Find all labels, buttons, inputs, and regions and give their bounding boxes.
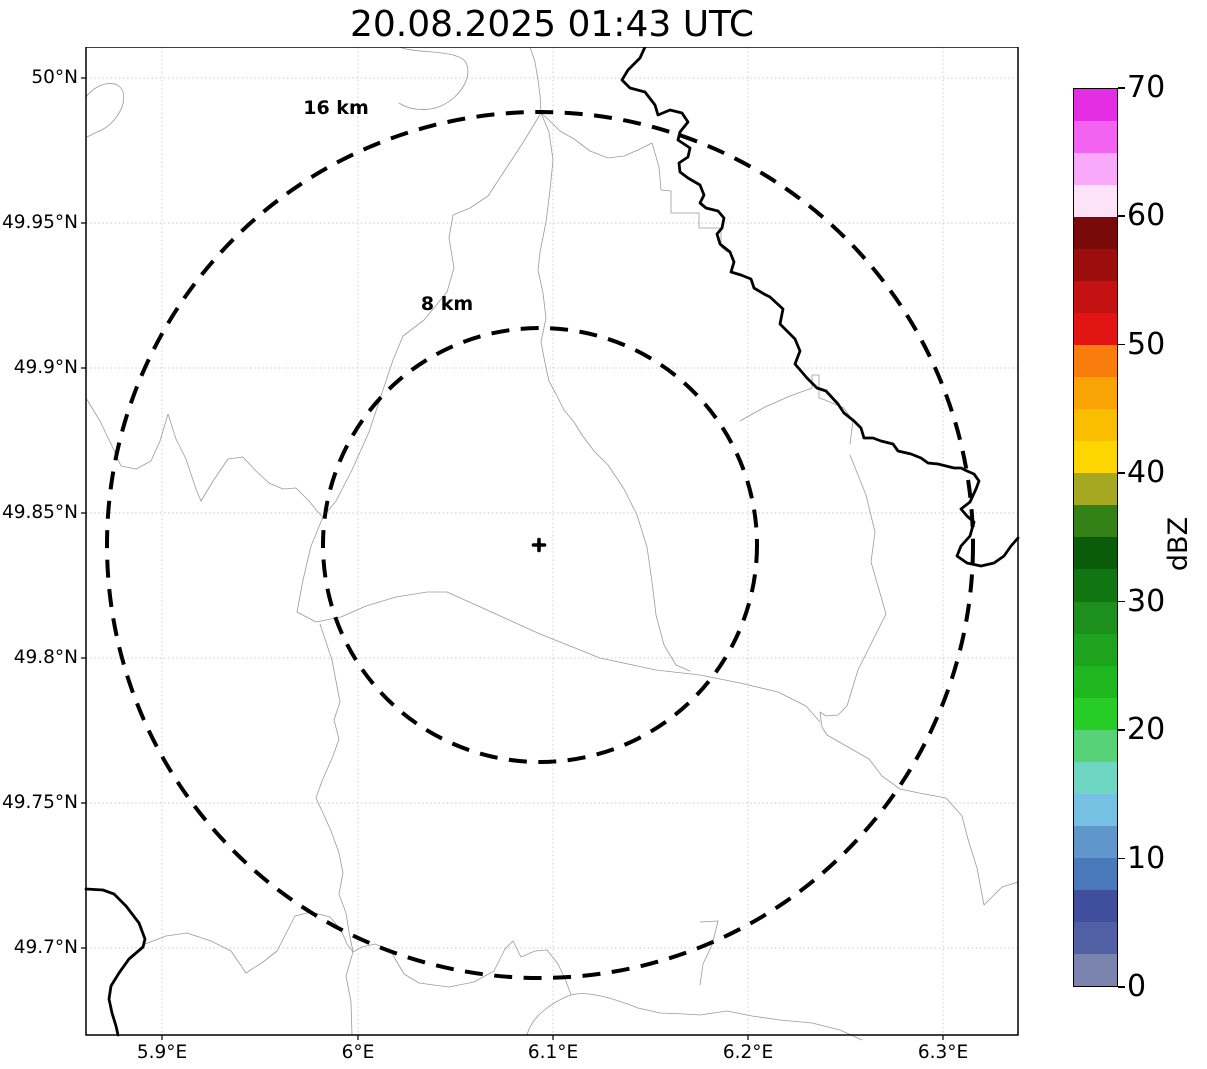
colorbar-tick: [1118, 472, 1125, 474]
ytick-label: 49.75°N: [1, 792, 78, 813]
colorbar-segment: [1074, 121, 1117, 154]
xtick-label: 5.9°E: [136, 1042, 188, 1063]
colorbar-segment: [1074, 953, 1117, 986]
colorbar-gradient: [1073, 88, 1118, 987]
ytick-label: 49.7°N: [13, 937, 78, 958]
colorbar-segment: [1074, 345, 1117, 378]
colorbar-tick-label: 10: [1127, 841, 1166, 876]
colorbar-segment: [1074, 281, 1117, 314]
colorbar-tick-label: 70: [1127, 70, 1166, 105]
map-plot: [81, 47, 1020, 1041]
colorbar-segment: [1074, 889, 1117, 922]
admin-boundary-lines: [85, 47, 1019, 1041]
colorbar-tick: [1118, 729, 1125, 731]
colorbar-segment: [1074, 697, 1117, 730]
colorbar-segment: [1074, 185, 1117, 218]
colorbar-segment: [1074, 249, 1117, 282]
axis-tick-marks: [81, 77, 944, 1040]
plot-frame: [85, 47, 1019, 1036]
colorbar-segment: [1074, 409, 1117, 442]
colorbar-segment: [1074, 569, 1117, 602]
ytick-label: 49.9°N: [13, 357, 78, 378]
colorbar-segment: [1074, 505, 1117, 538]
colorbar-tick-label: 20: [1127, 712, 1166, 747]
colorbar-segment: [1074, 153, 1117, 186]
range-ring-label-16km: 16 km: [303, 97, 369, 119]
colorbar-segment: [1074, 313, 1117, 346]
colorbar-segment: [1074, 729, 1117, 762]
colorbar-segment: [1074, 921, 1117, 954]
ytick-label: 49.85°N: [1, 502, 78, 523]
ytick-label: 50°N: [31, 67, 78, 88]
range-ring-label-8km: 8 km: [420, 293, 474, 315]
xtick-label: 6°E: [341, 1042, 375, 1063]
colorbar-segment: [1074, 825, 1117, 858]
range-rings: [105, 110, 975, 980]
range-ring-16km: [105, 110, 975, 980]
colorbar-tick-label: 40: [1127, 455, 1166, 490]
plot-background: [86, 47, 1018, 1035]
colorbar-segment: [1074, 537, 1117, 570]
colorbar-segment: [1074, 217, 1117, 250]
colorbar-segment: [1074, 857, 1117, 890]
colorbar-tick-label: 30: [1127, 584, 1166, 619]
colorbar-tick-label: 0: [1127, 969, 1147, 1004]
ytick-label: 49.95°N: [1, 212, 78, 233]
ytick-label: 49.8°N: [13, 647, 78, 668]
colorbar-segment: [1074, 761, 1117, 794]
colorbar-tick: [1118, 600, 1125, 603]
colorbar-segment: [1074, 665, 1117, 698]
colorbar-tick-label: 60: [1127, 198, 1166, 233]
xtick-label: 6.3°E: [917, 1042, 969, 1063]
colorbar-segment: [1074, 441, 1117, 474]
colorbar-segment: [1074, 377, 1117, 410]
radar-site-marker: [531, 537, 547, 553]
colorbar-tick-label: 50: [1127, 327, 1166, 362]
colorbar-segment: [1074, 89, 1117, 122]
colorbar-segment: [1074, 793, 1117, 826]
range-ring-8km: [321, 326, 759, 764]
xtick-label: 6.2°E: [722, 1042, 774, 1063]
xtick-label: 6.1°E: [527, 1042, 579, 1063]
colorbar-tick: [1118, 857, 1125, 860]
plot-title: 20.08.2025 01:43 UTC: [349, 4, 755, 45]
colorbar-segment: [1074, 601, 1117, 634]
colorbar-tick: [1118, 215, 1125, 217]
colorbar-tick: [1118, 87, 1125, 89]
colorbar-tick: [1118, 986, 1125, 988]
colorbar-segment: [1074, 633, 1117, 666]
colorbar-tick: [1118, 343, 1125, 346]
colorbar-unit-label: dBZ: [1163, 516, 1194, 572]
colorbar-segment: [1074, 473, 1117, 506]
